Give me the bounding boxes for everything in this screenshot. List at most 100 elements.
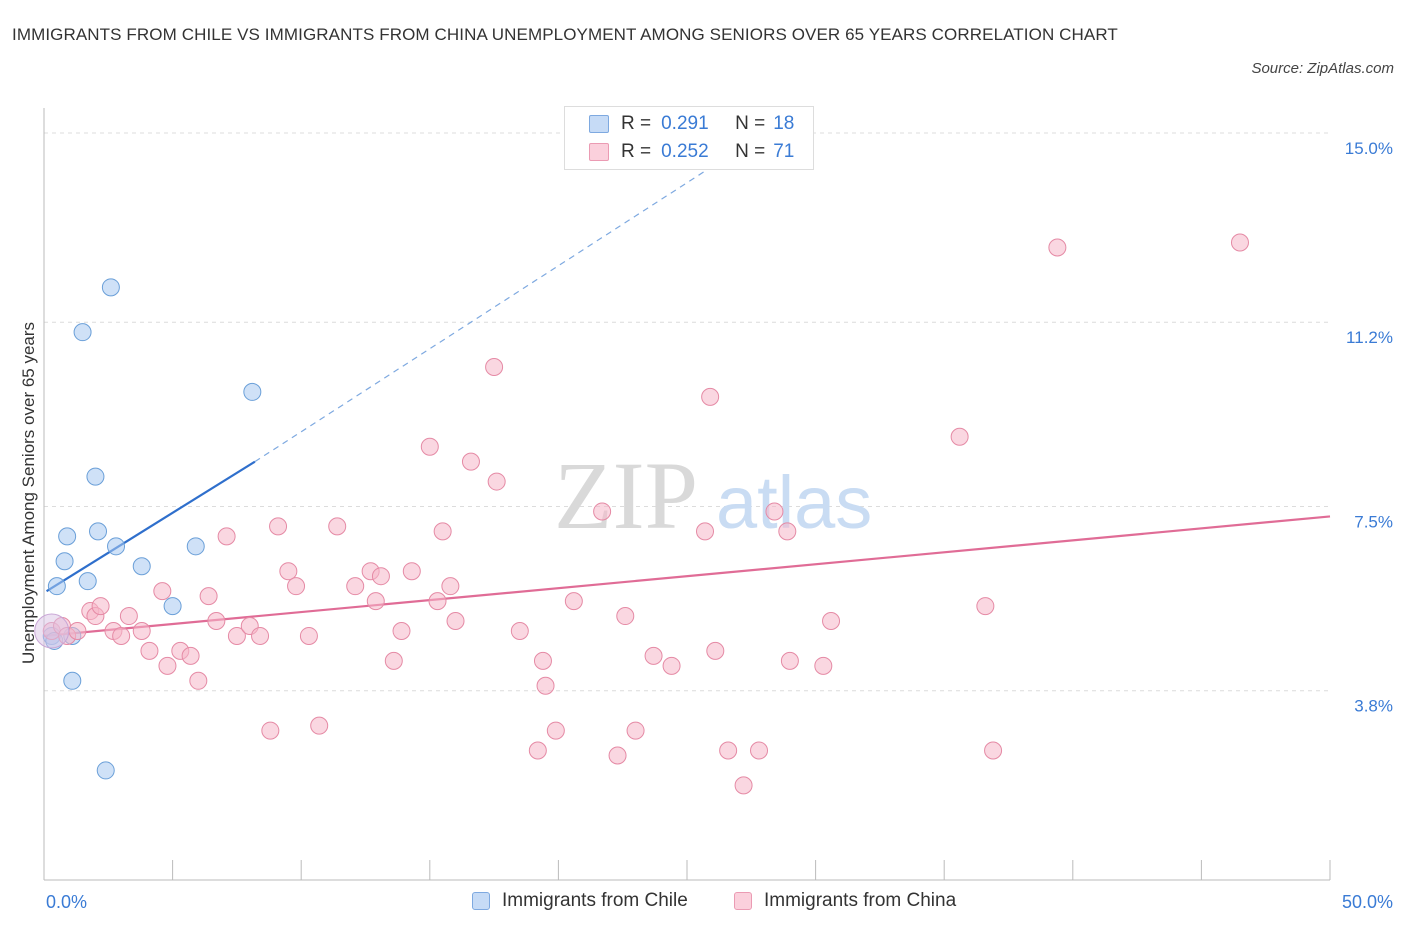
china-point xyxy=(536,676,555,695)
china-point xyxy=(984,741,1003,760)
china-point xyxy=(1048,238,1067,257)
chile-point xyxy=(96,761,115,780)
china-point xyxy=(287,577,306,596)
china-point xyxy=(446,612,465,631)
chile-point xyxy=(89,522,108,541)
china-point xyxy=(593,502,612,521)
chile-point xyxy=(163,597,182,616)
chile-trend-extension xyxy=(254,132,765,463)
chile-point xyxy=(101,278,120,297)
china-point xyxy=(433,522,452,541)
china-point xyxy=(132,621,151,640)
legend-item-china[interactable]: Immigrants from China xyxy=(734,890,956,912)
china-point xyxy=(441,577,460,596)
data-points xyxy=(34,233,1249,795)
chile-trend-line xyxy=(45,460,256,593)
china-point xyxy=(976,597,995,616)
china-point xyxy=(384,651,403,670)
y-tick-label: 11.2% xyxy=(1346,328,1393,347)
stats-row-chile: R = 0.291 N = 18 xyxy=(565,110,794,138)
chile-point xyxy=(132,557,151,576)
y-tick-labels: 3.8% 7.5% 11.2% 15.0% xyxy=(1345,139,1393,716)
china-point xyxy=(207,612,226,631)
trend-lines xyxy=(43,132,1331,638)
china-point xyxy=(153,582,172,601)
china-point xyxy=(420,437,439,456)
x-tick-label: 0.0% xyxy=(46,892,87,912)
china-point xyxy=(140,641,159,660)
source-label: Source: ZipAtlas.com xyxy=(1251,60,1394,77)
chile-point xyxy=(107,537,126,556)
china-point xyxy=(91,597,110,616)
chile-point xyxy=(186,537,205,556)
china-point xyxy=(1230,233,1249,252)
china-point xyxy=(706,641,725,660)
legend-label-china: Immigrants from China xyxy=(764,890,957,911)
china-point xyxy=(626,721,645,740)
china-point xyxy=(119,607,138,626)
china-point xyxy=(778,522,797,541)
china-point xyxy=(189,671,208,690)
stats-row-china: R = 0.252 N = 71 xyxy=(565,138,794,166)
china-point xyxy=(546,721,565,740)
china-trend-line xyxy=(43,515,1331,638)
china-point xyxy=(719,741,738,760)
china-point xyxy=(299,626,318,645)
china-point xyxy=(269,517,288,536)
china-point xyxy=(366,592,385,611)
china-point xyxy=(950,427,969,446)
axes xyxy=(43,108,1331,881)
china-point xyxy=(487,472,506,491)
legend-label-chile: Immigrants from Chile xyxy=(502,890,688,911)
n-value: 18 xyxy=(773,113,795,134)
y-tick-label: 7.5% xyxy=(1354,512,1393,531)
china-point xyxy=(564,592,583,611)
chile-swatch xyxy=(589,115,609,133)
chile-point xyxy=(55,552,74,571)
n-label: N = xyxy=(735,141,766,162)
legend-item-chile[interactable]: Immigrants from Chile xyxy=(472,890,688,912)
chile-point xyxy=(73,323,92,342)
r-value: 0.252 xyxy=(661,141,709,162)
n-value: 71 xyxy=(773,141,795,162)
china-point xyxy=(528,741,547,760)
chile-point xyxy=(78,572,97,591)
china-point xyxy=(510,621,529,640)
n-label: N = xyxy=(735,113,766,134)
china-point xyxy=(279,562,298,581)
china-point xyxy=(371,567,390,586)
r-value: 0.291 xyxy=(661,113,709,134)
china-point xyxy=(181,646,200,665)
china-point xyxy=(310,716,329,735)
y-tick-label: 15.0% xyxy=(1345,139,1393,158)
china-point xyxy=(701,387,720,406)
china-point xyxy=(158,656,177,675)
china-point xyxy=(392,621,411,640)
r-label: R = xyxy=(621,141,652,162)
china-point xyxy=(199,587,218,606)
china-point xyxy=(734,776,753,795)
x-tick-label: 50.0% xyxy=(1342,892,1393,912)
china-point xyxy=(533,651,552,670)
y-tick-label: 3.8% xyxy=(1354,697,1393,716)
grid-lines xyxy=(44,132,1330,692)
r-label: R = xyxy=(621,113,652,134)
china-point xyxy=(750,741,769,760)
chile-point xyxy=(47,577,66,596)
china-point xyxy=(428,592,447,611)
china-point xyxy=(822,612,841,631)
china-point xyxy=(616,607,635,626)
china-point xyxy=(227,626,246,645)
china-point xyxy=(68,621,87,640)
chile-point xyxy=(58,527,77,546)
china-point xyxy=(662,656,681,675)
china-point xyxy=(644,646,663,665)
y-axis-label: Unemployment Among Seniors over 65 years xyxy=(19,322,38,664)
china-point xyxy=(461,452,480,471)
china-point xyxy=(608,746,627,765)
cluster-point xyxy=(34,613,70,649)
china-point xyxy=(485,358,504,377)
china-point xyxy=(402,562,421,581)
bottom-legend: Immigrants from Chile Immigrants from Ch… xyxy=(0,886,1406,918)
